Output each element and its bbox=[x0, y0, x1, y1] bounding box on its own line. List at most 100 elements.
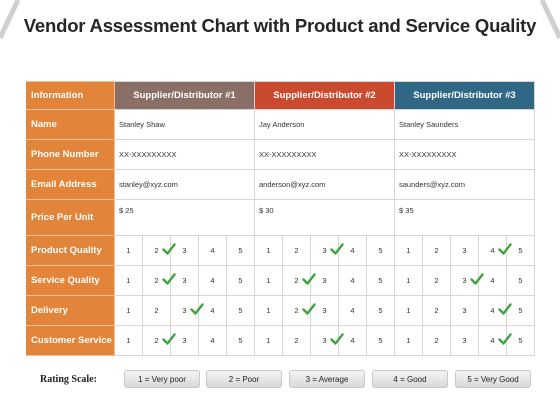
rating-option: 2 bbox=[423, 296, 451, 325]
rating-number: 1 bbox=[266, 246, 271, 255]
corner-decoration-left bbox=[0, 0, 21, 40]
rating-option: 2 bbox=[423, 236, 451, 265]
rating-number: 2 bbox=[154, 336, 159, 345]
supplier-2-price: $ 30 bbox=[254, 199, 395, 236]
rating-number: 5 bbox=[518, 276, 523, 285]
rating-option: 1 bbox=[395, 296, 423, 325]
rating-option: 3 bbox=[311, 266, 339, 295]
rating-number: 4 bbox=[490, 306, 495, 315]
rating-option: 1 bbox=[395, 266, 423, 295]
supplier-2-rating: 1 2 3 4 5 bbox=[254, 295, 395, 326]
rating-option: 5 bbox=[367, 296, 394, 325]
rating-option: 4 bbox=[199, 326, 227, 355]
supplier-2-header: Supplier/Distributor #2 bbox=[254, 81, 395, 110]
supplier-3-header: Supplier/Distributor #3 bbox=[394, 81, 535, 110]
supplier-2-name: Jay Anderson bbox=[254, 109, 395, 140]
rating-number: 5 bbox=[518, 306, 523, 315]
supplier-2-email: anderson@xyz.com bbox=[254, 169, 395, 200]
rating-number: 4 bbox=[210, 246, 215, 255]
supplier-3-rating: 1 2 3 4 5 bbox=[394, 295, 535, 326]
rating-option: 5 bbox=[227, 326, 254, 355]
check-mark-icon bbox=[302, 273, 316, 285]
check-mark-icon bbox=[190, 303, 204, 315]
rating-number: 4 bbox=[350, 306, 355, 315]
rating-option: 5 bbox=[227, 236, 254, 265]
row-label-product-quality: Product Quality bbox=[26, 235, 115, 266]
check-mark-icon bbox=[330, 333, 344, 345]
rating-option: 3 bbox=[171, 236, 199, 265]
rating-scale-very-good: 5 = Very Good bbox=[455, 370, 531, 388]
rating-option: 5 bbox=[227, 266, 254, 295]
rating-option: 1 bbox=[255, 266, 283, 295]
rating-number: 1 bbox=[126, 306, 131, 315]
row-label-delivery: Delivery bbox=[26, 295, 115, 326]
vendor-assessment-table: Information Supplier/Distributor #1 Supp… bbox=[26, 81, 535, 356]
check-mark-icon bbox=[498, 303, 512, 315]
check-mark-icon bbox=[162, 273, 176, 285]
rating-option: 3 bbox=[451, 266, 484, 295]
rating-option: 3 bbox=[311, 326, 344, 355]
rating-number: 1 bbox=[406, 336, 411, 345]
rating-number: 2 bbox=[154, 246, 159, 255]
rating-number: 5 bbox=[238, 276, 243, 285]
rating-number: 1 bbox=[266, 276, 271, 285]
rating-number: 3 bbox=[182, 336, 187, 345]
rating-option: 4 bbox=[199, 266, 227, 295]
rating-option: 1 bbox=[395, 326, 423, 355]
supplier-1-rating: 1 2 3 4 5 bbox=[114, 265, 255, 296]
rating-number: 3 bbox=[322, 336, 327, 345]
check-mark-icon bbox=[330, 243, 344, 255]
rating-option: 2 bbox=[423, 326, 451, 355]
rating-number: 5 bbox=[238, 306, 243, 315]
rating-number: 2 bbox=[154, 306, 159, 315]
table-row-email: Email Address stanley@xyz.com anderson@x… bbox=[26, 169, 535, 200]
rating-option: 2 bbox=[143, 266, 176, 295]
rating-option: 2 bbox=[143, 326, 176, 355]
rating-number: 4 bbox=[210, 336, 215, 345]
rating-option: 5 bbox=[367, 236, 394, 265]
rating-option: 5 bbox=[507, 326, 534, 355]
rating-option: 1 bbox=[255, 326, 283, 355]
rating-number: 5 bbox=[518, 336, 523, 345]
rating-number: 3 bbox=[182, 246, 187, 255]
rating-number: 5 bbox=[238, 246, 243, 255]
rating-number: 1 bbox=[406, 306, 411, 315]
rating-number: 1 bbox=[266, 306, 271, 315]
rating-option: 5 bbox=[367, 266, 394, 295]
check-mark-icon bbox=[470, 273, 484, 285]
rating-scale-average: 3 = Average bbox=[289, 370, 365, 388]
rating-option: 3 bbox=[451, 296, 479, 325]
rating-option: 5 bbox=[507, 296, 534, 325]
check-mark-icon bbox=[162, 333, 176, 345]
check-mark-icon bbox=[162, 243, 176, 255]
row-label-name: Name bbox=[26, 109, 115, 140]
check-mark-icon bbox=[498, 333, 512, 345]
row-label-price: Price Per Unit bbox=[26, 199, 115, 236]
rating-option: 4 bbox=[199, 296, 227, 325]
rating-option: 3 bbox=[451, 236, 479, 265]
rating-number: 1 bbox=[406, 246, 411, 255]
rating-number: 2 bbox=[434, 336, 439, 345]
table-row-phone: Phone Number XX-XXXXXXXXX XX-XXXXXXXXX X… bbox=[26, 139, 535, 170]
rating-option: 2 bbox=[283, 266, 316, 295]
rating-rows: Product Quality 1 2 3 4 5 1 2 3 4 5 1 2 3 4 5 Service Qu… bbox=[26, 235, 535, 356]
rating-number: 3 bbox=[182, 276, 187, 285]
supplier-1-header: Supplier/Distributor #1 bbox=[114, 81, 255, 110]
rating-number: 3 bbox=[182, 306, 187, 315]
rating-number: 5 bbox=[378, 246, 383, 255]
rating-number: 3 bbox=[462, 336, 467, 345]
rating-option: 2 bbox=[143, 296, 171, 325]
rating-number: 5 bbox=[238, 336, 243, 345]
rating-number: 2 bbox=[434, 276, 439, 285]
rating-number: 4 bbox=[210, 306, 215, 315]
supplier-1-rating: 1 2 3 4 5 bbox=[114, 325, 255, 356]
supplier-2-phone: XX-XXXXXXXXX bbox=[254, 139, 395, 170]
rating-number: 3 bbox=[322, 306, 327, 315]
rating-number: 4 bbox=[210, 276, 215, 285]
rating-scale-poor: 2 = Poor bbox=[206, 370, 282, 388]
rating-row-product-quality: Product Quality 1 2 3 4 5 1 2 3 4 5 1 2 3 4 5 bbox=[26, 235, 535, 266]
rating-option: 4 bbox=[479, 266, 507, 295]
rating-row-service-quality: Service Quality 1 2 3 4 5 1 2 3 4 5 1 2 3 4 5 bbox=[26, 265, 535, 296]
rating-number: 3 bbox=[462, 306, 467, 315]
rating-option: 1 bbox=[255, 296, 283, 325]
